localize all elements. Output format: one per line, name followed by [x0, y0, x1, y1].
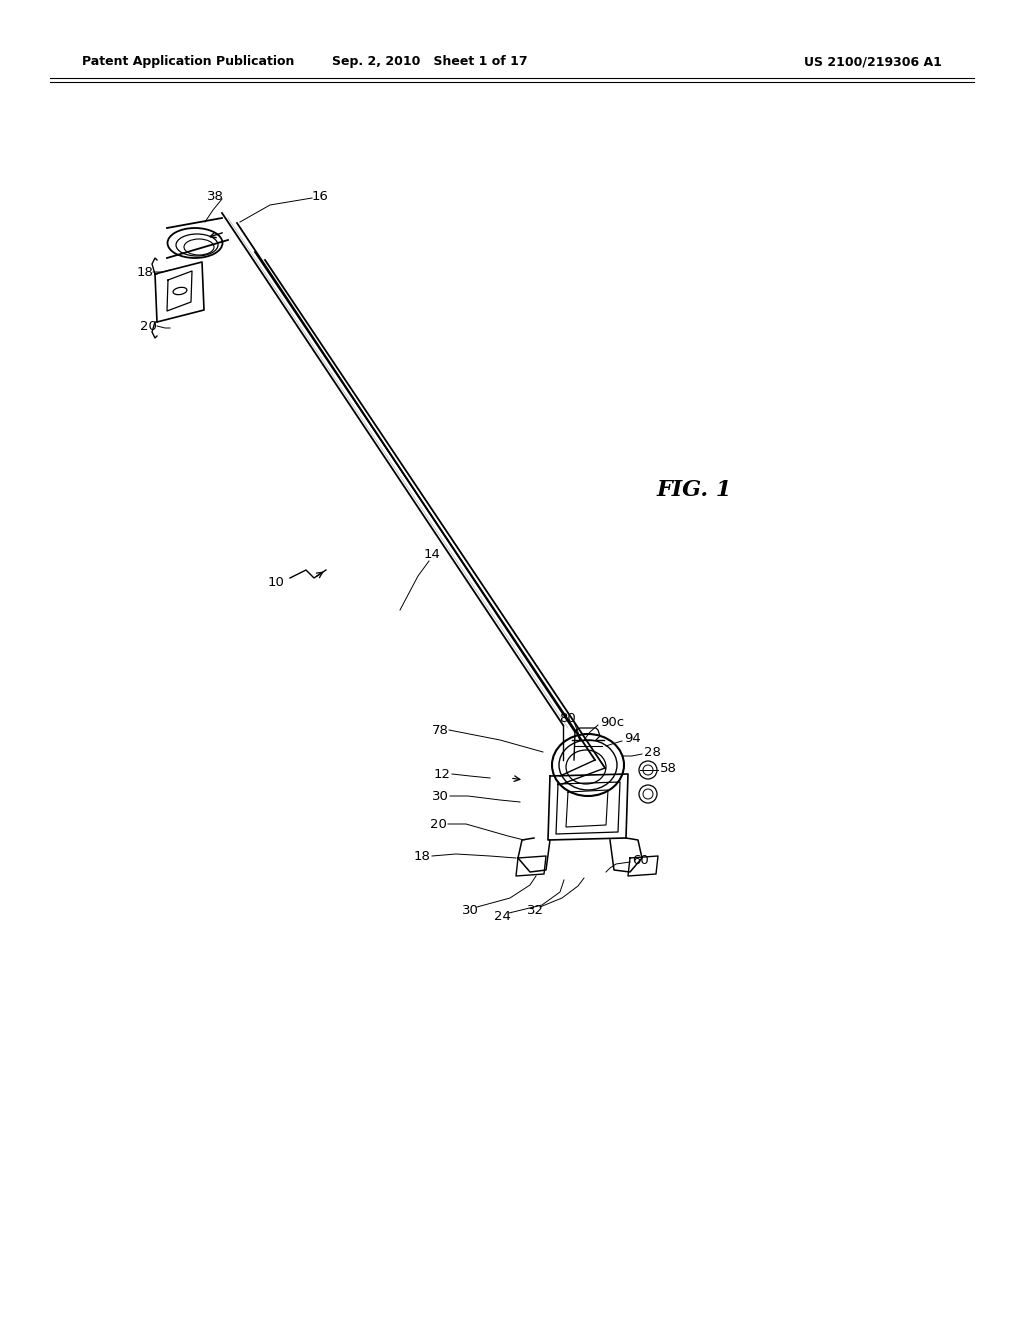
- Text: 28: 28: [644, 746, 660, 759]
- Text: 30: 30: [462, 903, 478, 916]
- Text: 78: 78: [431, 723, 449, 737]
- Text: 14: 14: [424, 549, 440, 561]
- Text: 24: 24: [494, 909, 510, 923]
- Text: 58: 58: [660, 762, 677, 775]
- Text: US 2100/219306 A1: US 2100/219306 A1: [804, 55, 942, 69]
- Text: 12: 12: [433, 767, 451, 780]
- Text: Sep. 2, 2010   Sheet 1 of 17: Sep. 2, 2010 Sheet 1 of 17: [332, 55, 527, 69]
- Text: Patent Application Publication: Patent Application Publication: [82, 55, 294, 69]
- Text: 32: 32: [526, 903, 544, 916]
- Text: 20: 20: [139, 319, 157, 333]
- Text: 18: 18: [414, 850, 430, 862]
- Text: 90c: 90c: [600, 715, 624, 729]
- Text: FIG. 1: FIG. 1: [656, 479, 732, 502]
- Text: 16: 16: [311, 190, 329, 203]
- Text: 30: 30: [431, 789, 449, 803]
- Text: 10: 10: [267, 576, 285, 589]
- Text: 80: 80: [560, 711, 577, 725]
- Text: 18: 18: [136, 265, 154, 279]
- Text: 20: 20: [429, 817, 446, 830]
- Text: 38: 38: [207, 190, 223, 202]
- Text: 60: 60: [632, 854, 649, 866]
- Text: 94: 94: [624, 731, 641, 744]
